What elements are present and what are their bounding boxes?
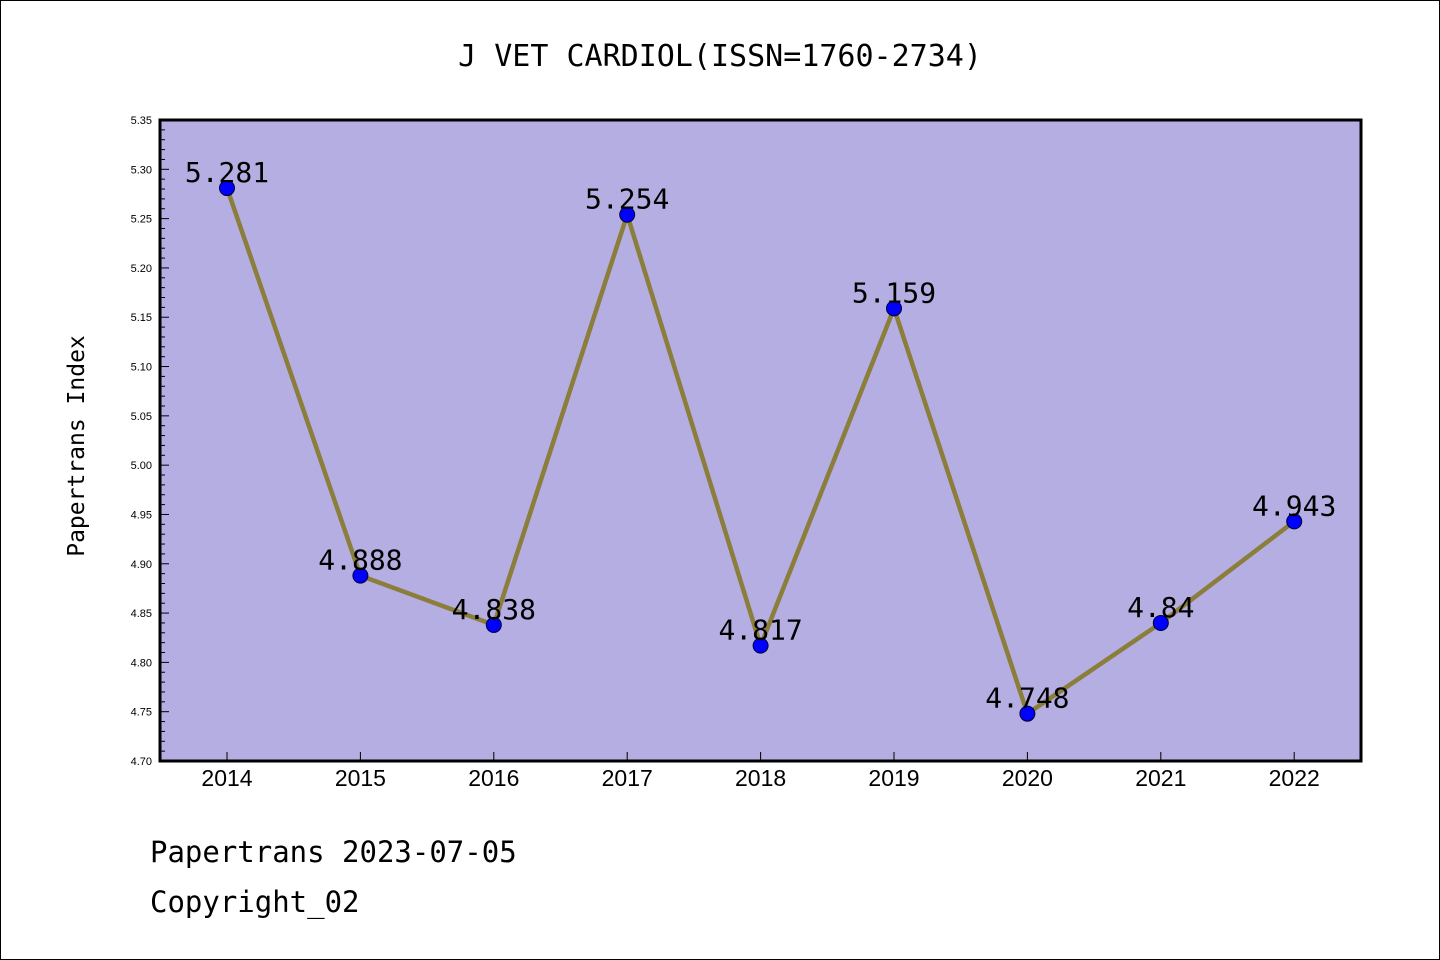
data-point bbox=[752, 637, 769, 654]
x-tick-label: 2014 bbox=[201, 765, 252, 791]
y-tick-label: 4.95 bbox=[131, 509, 152, 521]
data-label: 4.943 bbox=[1252, 489, 1336, 522]
y-axis-label: Papertrans Index bbox=[64, 335, 90, 557]
data-label: 4.838 bbox=[452, 593, 536, 626]
footer-copyright: Copyright_02 bbox=[150, 885, 360, 919]
data-point bbox=[1152, 614, 1169, 631]
y-tick-label: 5.25 bbox=[131, 214, 152, 226]
y-tick-label: 4.90 bbox=[131, 559, 152, 571]
footer-date: Papertrans 2023-07-05 bbox=[150, 835, 517, 869]
x-tick-label: 2020 bbox=[1002, 765, 1053, 791]
data-point bbox=[1286, 513, 1303, 530]
y-tick-label: 5.00 bbox=[131, 460, 152, 472]
y-tick-label: 5.15 bbox=[131, 312, 152, 324]
x-tick-label: 2021 bbox=[1135, 765, 1186, 791]
y-tick-label: 4.70 bbox=[131, 756, 152, 768]
plot-border bbox=[158, 118, 1363, 763]
data-label: 5.159 bbox=[852, 276, 936, 309]
data-point bbox=[485, 616, 502, 633]
chart-title: J VET CARDIOL(ISSN=1760-2734) bbox=[458, 39, 982, 74]
y-tick-label: 5.05 bbox=[131, 411, 152, 423]
data-label: 5.281 bbox=[185, 156, 269, 189]
data-label: 4.817 bbox=[718, 614, 802, 647]
data-point bbox=[619, 206, 636, 223]
y-tick-label: 5.35 bbox=[131, 115, 152, 127]
y-tick-label: 4.85 bbox=[131, 608, 152, 620]
data-point bbox=[1019, 705, 1036, 722]
y-tick-label: 5.20 bbox=[131, 263, 152, 275]
data-series: 5.281 4.888 4.838 5.254 4.817 5.159 4.748 4.84 4… bbox=[185, 156, 1336, 722]
plot-area bbox=[160, 120, 1361, 761]
y-tick-label: 5.30 bbox=[131, 164, 152, 176]
y-tick-label: 4.80 bbox=[131, 657, 152, 669]
data-point bbox=[886, 300, 902, 317]
y-axis: 4.70 4.75 4.80 4.85 4.90 4.95 5.00 5.05 5.10 5.15… bbox=[131, 115, 169, 768]
x-tick-label: 2015 bbox=[335, 765, 386, 791]
x-tick-label: 2018 bbox=[735, 765, 786, 791]
data-label: 5.254 bbox=[585, 183, 669, 216]
data-label: 4.748 bbox=[985, 682, 1069, 715]
x-tick-label: 2016 bbox=[468, 765, 519, 791]
y-tick-label: 4.75 bbox=[131, 707, 152, 719]
data-label: 4.888 bbox=[318, 544, 402, 577]
x-tick-label: 2019 bbox=[868, 765, 919, 791]
data-point bbox=[219, 180, 235, 197]
data-label: 4.84 bbox=[1127, 591, 1194, 624]
x-axis: 2014 2015 2016 2017 2018 2019 2020 2021 2022 bbox=[201, 752, 1320, 791]
data-point bbox=[352, 567, 369, 584]
x-tick-label: 2017 bbox=[602, 765, 653, 791]
y-tick-label: 5.10 bbox=[131, 362, 152, 374]
x-tick-label: 2022 bbox=[1269, 765, 1320, 791]
